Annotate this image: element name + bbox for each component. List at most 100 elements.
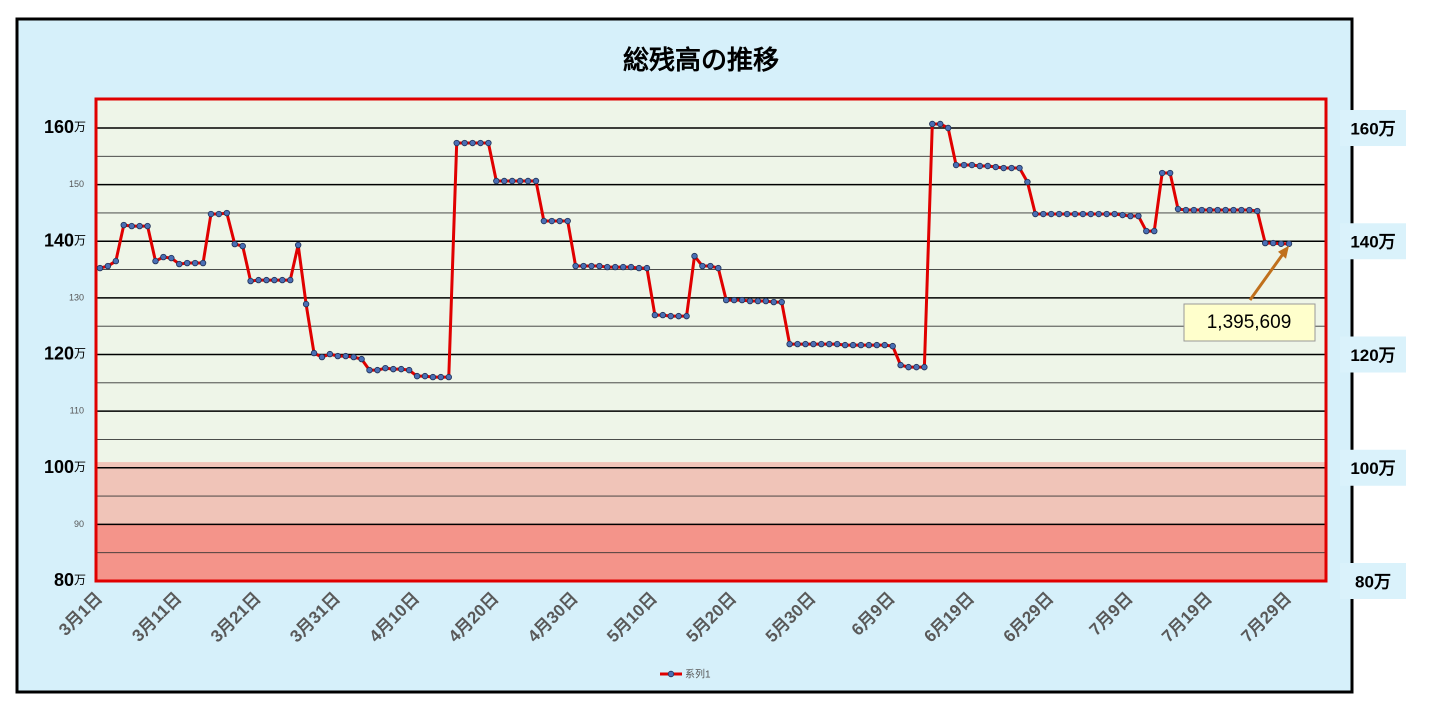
data-point	[976, 162, 984, 170]
data-point	[937, 120, 944, 128]
data-point	[223, 209, 231, 217]
data-point	[1269, 239, 1277, 247]
y2-tick: 100万	[1340, 449, 1406, 486]
data-point	[1198, 206, 1206, 214]
data-point	[992, 163, 999, 171]
y2-tick-label: 80万	[1355, 572, 1391, 591]
data-point	[532, 177, 540, 185]
y2-tick: 80万	[1340, 563, 1406, 599]
data-point	[302, 300, 310, 308]
data-point	[255, 276, 262, 284]
data-point	[271, 276, 278, 284]
y-tick-unit: 万	[74, 233, 86, 247]
data-point	[556, 217, 563, 225]
data-point	[1151, 227, 1158, 235]
data-point	[239, 242, 246, 250]
data-point	[96, 264, 104, 272]
data-point	[865, 341, 873, 349]
data-point	[770, 298, 777, 306]
annotation-text: 1,395,609	[1207, 312, 1292, 333]
data-point	[794, 340, 801, 348]
data-point	[413, 372, 421, 380]
data-point	[279, 276, 286, 284]
data-point	[691, 252, 698, 260]
data-point	[176, 260, 183, 268]
data-point	[1095, 210, 1102, 218]
data-point	[873, 341, 881, 349]
data-point	[334, 352, 341, 360]
data-point	[1127, 212, 1134, 220]
data-point	[1079, 210, 1087, 218]
data-point	[1285, 240, 1293, 247]
data-point	[826, 340, 833, 348]
data-point	[643, 264, 651, 272]
data-point	[754, 297, 762, 305]
data-point	[398, 365, 405, 373]
data-point	[112, 257, 120, 265]
data-point	[1103, 210, 1110, 218]
data-point	[493, 177, 500, 185]
data-point	[215, 210, 223, 218]
data-point	[1214, 206, 1221, 214]
plot-border	[94, 97, 1328, 583]
data-point	[889, 342, 896, 350]
data-point	[152, 257, 159, 265]
data-point	[445, 373, 452, 381]
data-point	[1206, 206, 1213, 214]
data-point	[382, 364, 389, 372]
data-point	[968, 161, 976, 169]
data-point	[1000, 164, 1007, 172]
y2-tick-label: 160万	[1350, 119, 1395, 138]
data-point	[786, 340, 793, 348]
data-point	[715, 264, 722, 272]
data-point	[1230, 206, 1237, 214]
legend-label: 系列1	[685, 668, 711, 681]
y-tick-number: 140	[44, 230, 74, 250]
data-point	[501, 177, 508, 185]
y-tick-number: 100	[44, 457, 74, 477]
data-point	[199, 259, 207, 267]
data-point	[247, 277, 254, 285]
data-point	[881, 341, 888, 349]
annotation-arrow	[1248, 248, 1288, 301]
data-point	[651, 311, 659, 319]
data-point	[207, 210, 215, 218]
data-point	[366, 366, 373, 374]
data-point	[231, 240, 238, 248]
data-point	[1166, 169, 1174, 177]
data-point	[469, 139, 476, 147]
data-point	[849, 341, 857, 349]
y2-tick-box	[1340, 563, 1406, 599]
data-point	[358, 355, 365, 363]
data-point	[1032, 210, 1039, 218]
data-point	[1071, 210, 1079, 218]
data-point	[104, 262, 112, 270]
y-tick-unit: 万	[74, 573, 86, 587]
data-point	[191, 259, 199, 267]
y-tick-label: 130	[69, 292, 84, 302]
data-point	[619, 263, 627, 271]
data-point	[168, 254, 175, 262]
data-point	[818, 340, 825, 348]
data-point	[667, 312, 674, 320]
data-point	[1119, 211, 1126, 219]
data-point	[1238, 206, 1245, 214]
y-tick-unit: 万	[74, 460, 86, 474]
data-point	[287, 276, 294, 284]
data-point	[1040, 210, 1047, 218]
data-point	[929, 120, 936, 128]
data-point	[1254, 207, 1261, 215]
chart-title: 総残高の推移	[623, 45, 779, 75]
annotation-box	[1183, 303, 1316, 342]
data-point	[833, 340, 841, 348]
y2-tick-label: 120万	[1350, 346, 1395, 365]
data-point	[1182, 206, 1190, 214]
data-point	[516, 177, 524, 185]
y-tick-number: 80	[54, 570, 74, 590]
data-point	[1047, 210, 1055, 218]
y-tick-unit: 万	[74, 347, 86, 361]
data-point	[1024, 178, 1031, 186]
data-point	[1111, 210, 1118, 218]
y2-tick: 120万	[1340, 336, 1406, 373]
